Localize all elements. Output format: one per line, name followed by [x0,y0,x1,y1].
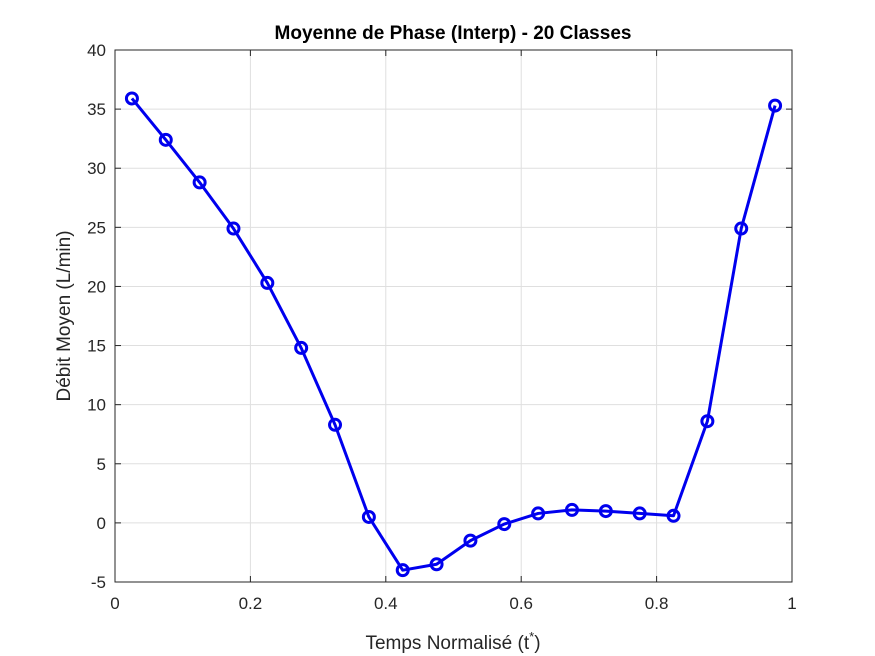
data-point [768,98,783,113]
x-tick-label: 0.4 [374,594,398,613]
axes [114,49,793,583]
data-point [124,91,139,106]
x-tick-label: 0.2 [239,594,263,613]
y-tick-label: 10 [87,396,106,415]
grid [115,50,792,582]
data-point [463,533,478,548]
y-tick-label: 20 [87,277,106,296]
data-point [531,506,546,521]
x-tick-label: 0.8 [645,594,669,613]
data-point [226,221,241,236]
plot-background [115,50,792,582]
data-point [429,557,444,572]
data-point [734,221,749,236]
series [124,91,783,578]
data-point [192,175,207,190]
x-tick-label: 0 [110,594,119,613]
data-point [361,509,376,524]
chart-title: Moyenne de Phase (Interp) - 20 Classes [275,23,632,44]
y-tick-label: 0 [97,514,106,533]
y-tick-label: 15 [87,337,106,356]
data-point [598,504,613,519]
x-axis-label-suffix: ) [534,633,540,654]
data-point [632,506,647,521]
data-point [395,563,410,578]
axes-box [114,49,793,583]
y-tick-label: 25 [87,218,106,237]
x-axis-label-text: Temps Normalisé (t [365,633,529,654]
y-tick-label: 35 [87,100,106,119]
x-tick-label: 1 [787,594,796,613]
x-axis-label-superscript: * [529,629,534,644]
data-point [666,508,681,523]
data-point [328,417,343,432]
y-tick-label: 5 [97,455,106,474]
data-point [564,502,579,517]
y-tick-label: -5 [91,573,106,592]
y-tick-label: 40 [87,41,106,60]
x-tick-label: 0.6 [509,594,533,613]
data-point [497,517,512,532]
data-point [294,340,309,355]
x-axis-label: Temps Normalisé (t*) [365,629,540,654]
data-point [158,132,173,147]
y-tick-label: 30 [87,159,106,178]
data-point [700,414,715,429]
data-point [260,275,275,290]
y-axis-label: Débit Moyen (L/min) [54,230,75,401]
